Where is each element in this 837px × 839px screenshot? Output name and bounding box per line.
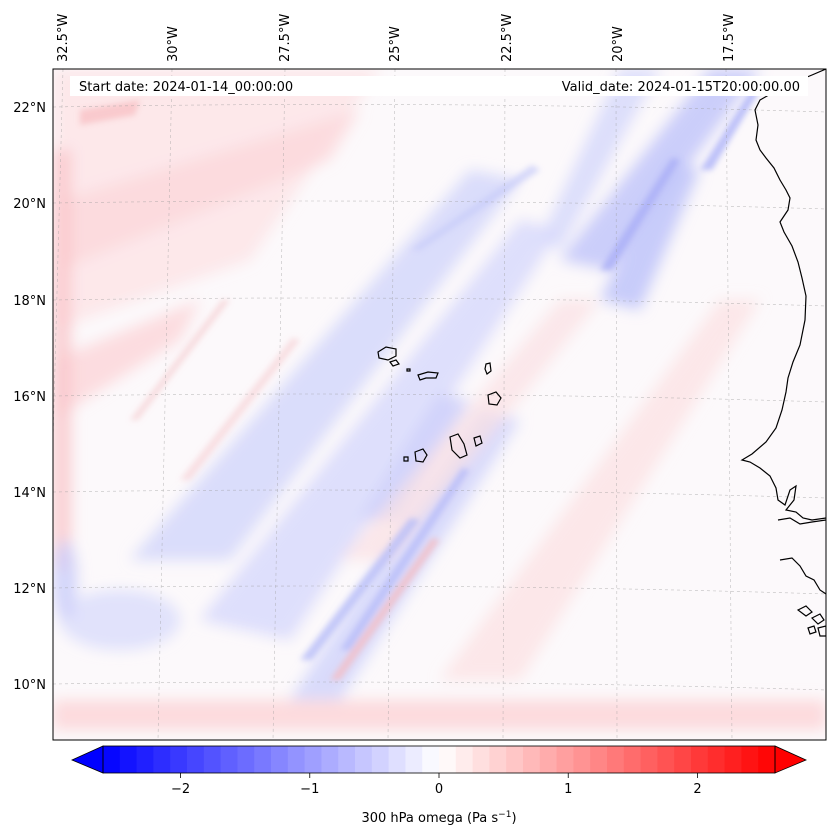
colorbar-segment	[623, 746, 642, 773]
map-panel: Start date: 2024-01-14_00:00:00 Valid_da…	[53, 69, 826, 740]
colorbar-segment	[724, 746, 742, 773]
colorbar-segment	[657, 746, 675, 773]
colorbar-segment	[203, 746, 222, 773]
colorbar-ticks: −2 −1 0 1 2	[171, 773, 702, 797]
colorbar-segment	[237, 746, 255, 773]
colorbar-segment	[321, 746, 339, 773]
colorbar-segment	[539, 746, 558, 773]
colorbar-segment	[707, 746, 726, 773]
lat-label: 14°N	[13, 486, 46, 501]
colorbar-tick-label: −1	[300, 782, 319, 797]
start-date-label: Start date: 2024-01-14_00:00:00	[79, 80, 293, 95]
header-box	[70, 76, 808, 96]
lat-label: 18°N	[13, 294, 46, 309]
colorbar-segment	[287, 746, 306, 773]
colorbar-segment	[607, 746, 625, 773]
colorbar-segment	[271, 746, 289, 773]
colorbar-segment	[472, 746, 490, 773]
island-santa-luzia	[406, 368, 411, 372]
colorbar-segment	[136, 746, 154, 773]
island-sao-vicente	[389, 359, 400, 367]
colorbar-tick-label: 2	[693, 782, 701, 797]
colorbar-label: 300 hPa omega (Pa s−1)	[361, 810, 516, 826]
cabo-verde-islands	[377, 346, 502, 463]
island-sao-nicolau	[417, 371, 439, 381]
map-frame	[52, 68, 827, 741]
colorbar-segment	[674, 746, 692, 773]
lat-label: 10°N	[13, 678, 46, 693]
colorbar-segment	[388, 746, 406, 773]
lon-label: 17.5°W	[722, 14, 737, 62]
colorbar-tick-label: −2	[171, 782, 190, 797]
lon-label: 25°W	[388, 26, 403, 62]
colorbar-segment	[523, 746, 541, 773]
valid-date-label: Valid_date: 2024-01-15T20:00:00.00	[562, 80, 800, 95]
omega-field	[53, 69, 826, 730]
lat-label: 22°N	[13, 101, 46, 116]
island-sal	[484, 362, 492, 375]
lon-label: 20°W	[611, 26, 626, 62]
gambia-river-mouth	[777, 517, 826, 525]
colorbar-extend-min	[70, 745, 104, 774]
colorbar-segment	[590, 746, 608, 773]
colorbar-segment	[506, 746, 524, 773]
colorbar: −2 −1 0 1 2 300 hPa omega (Pa s−1)	[70, 745, 808, 826]
island-fogo	[414, 448, 428, 463]
colorbar-segment	[741, 746, 759, 773]
lat-label: 16°N	[13, 390, 46, 405]
colorbar-segment	[573, 746, 591, 773]
island-brava	[403, 456, 409, 462]
longitude-labels: 32.5°W 30°W 27.5°W 25°W 22.5°W 20°W 17.5…	[56, 14, 737, 62]
colorbar-extend-max	[774, 745, 808, 774]
lat-label: 12°N	[13, 582, 46, 597]
colorbar-segment	[304, 746, 322, 773]
colorbar-segment	[422, 746, 440, 773]
lon-label: 32.5°W	[56, 14, 71, 62]
colorbar-segment	[556, 746, 574, 773]
colorbar-segment	[153, 746, 171, 773]
colorbar-segment	[187, 746, 205, 773]
island-boa-vista	[487, 391, 502, 406]
colorbar-tick-label: 1	[564, 782, 572, 797]
mauritania-senegal-coast	[740, 69, 826, 521]
colorbar-segment	[758, 746, 776, 773]
colorbar-segment	[170, 746, 188, 773]
colorbar-segment	[405, 746, 423, 773]
lon-label: 30°W	[166, 26, 181, 62]
colorbar-segment	[119, 746, 138, 773]
gridlines	[53, 69, 826, 740]
colorbar-segment	[103, 746, 121, 773]
colorbar-segment	[338, 746, 356, 773]
latitude-labels: 22°N 20°N 18°N 16°N 14°N 12°N 10°N	[13, 101, 46, 693]
colorbar-segment	[355, 746, 373, 773]
colorbar-segment	[371, 746, 390, 773]
colorbar-segments	[103, 746, 776, 773]
bissagos-islands	[796, 605, 826, 637]
lat-label: 20°N	[13, 197, 46, 212]
island-santo-antao	[377, 346, 397, 361]
colorbar-segment	[220, 746, 238, 773]
west-africa-coastline	[740, 69, 826, 637]
island-maio	[473, 435, 483, 447]
colorbar-segment	[439, 746, 457, 773]
colorbar-segment	[640, 746, 658, 773]
lon-label: 27.5°W	[278, 14, 293, 62]
island-santiago	[449, 433, 468, 459]
colorbar-segment	[455, 746, 474, 773]
guinea-bissau-coast	[779, 557, 826, 595]
omega-streaks	[80, 88, 760, 680]
colorbar-segment	[489, 746, 507, 773]
lon-label: 22.5°W	[500, 14, 515, 62]
colorbar-segment	[691, 746, 709, 773]
colorbar-tick-label: 0	[435, 782, 443, 797]
colorbar-segment	[254, 746, 272, 773]
